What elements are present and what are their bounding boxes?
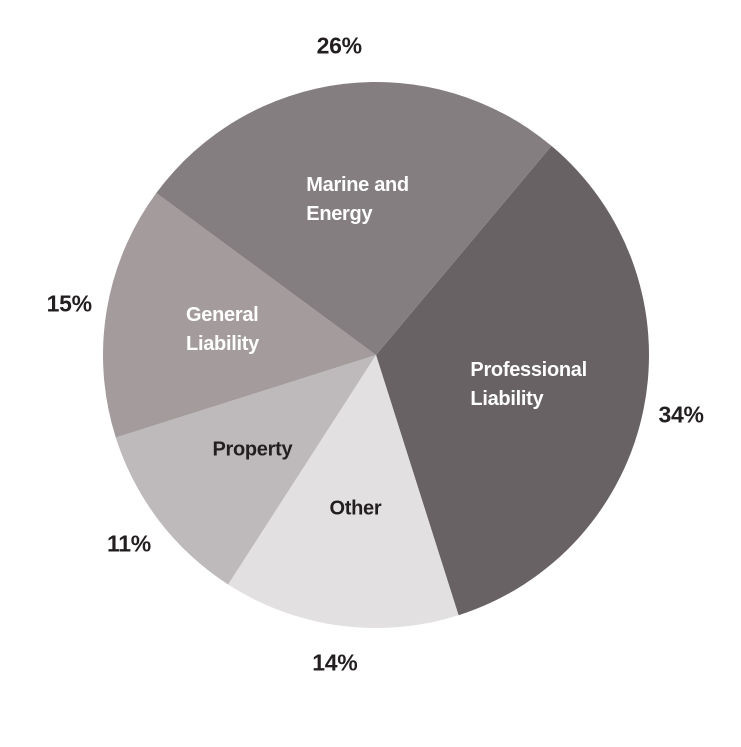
value-label: 26%	[316, 32, 362, 59]
value-label: 34%	[658, 401, 704, 428]
value-label: 11%	[106, 530, 151, 557]
slice-label: General Liability	[186, 303, 259, 355]
value-label: 15%	[46, 290, 92, 317]
slice-label: Professional Liability	[470, 359, 587, 411]
value-label: 14%	[312, 649, 358, 676]
pie-slice	[102, 192, 376, 438]
slice-label: Property	[212, 438, 293, 460]
pie-slice	[376, 145, 649, 616]
pie-slice	[115, 355, 377, 585]
slice-label: Marine and Energy	[306, 174, 409, 226]
pie-slice	[156, 82, 552, 356]
slice-label: Other	[329, 497, 382, 520]
pie-slice	[228, 355, 459, 628]
